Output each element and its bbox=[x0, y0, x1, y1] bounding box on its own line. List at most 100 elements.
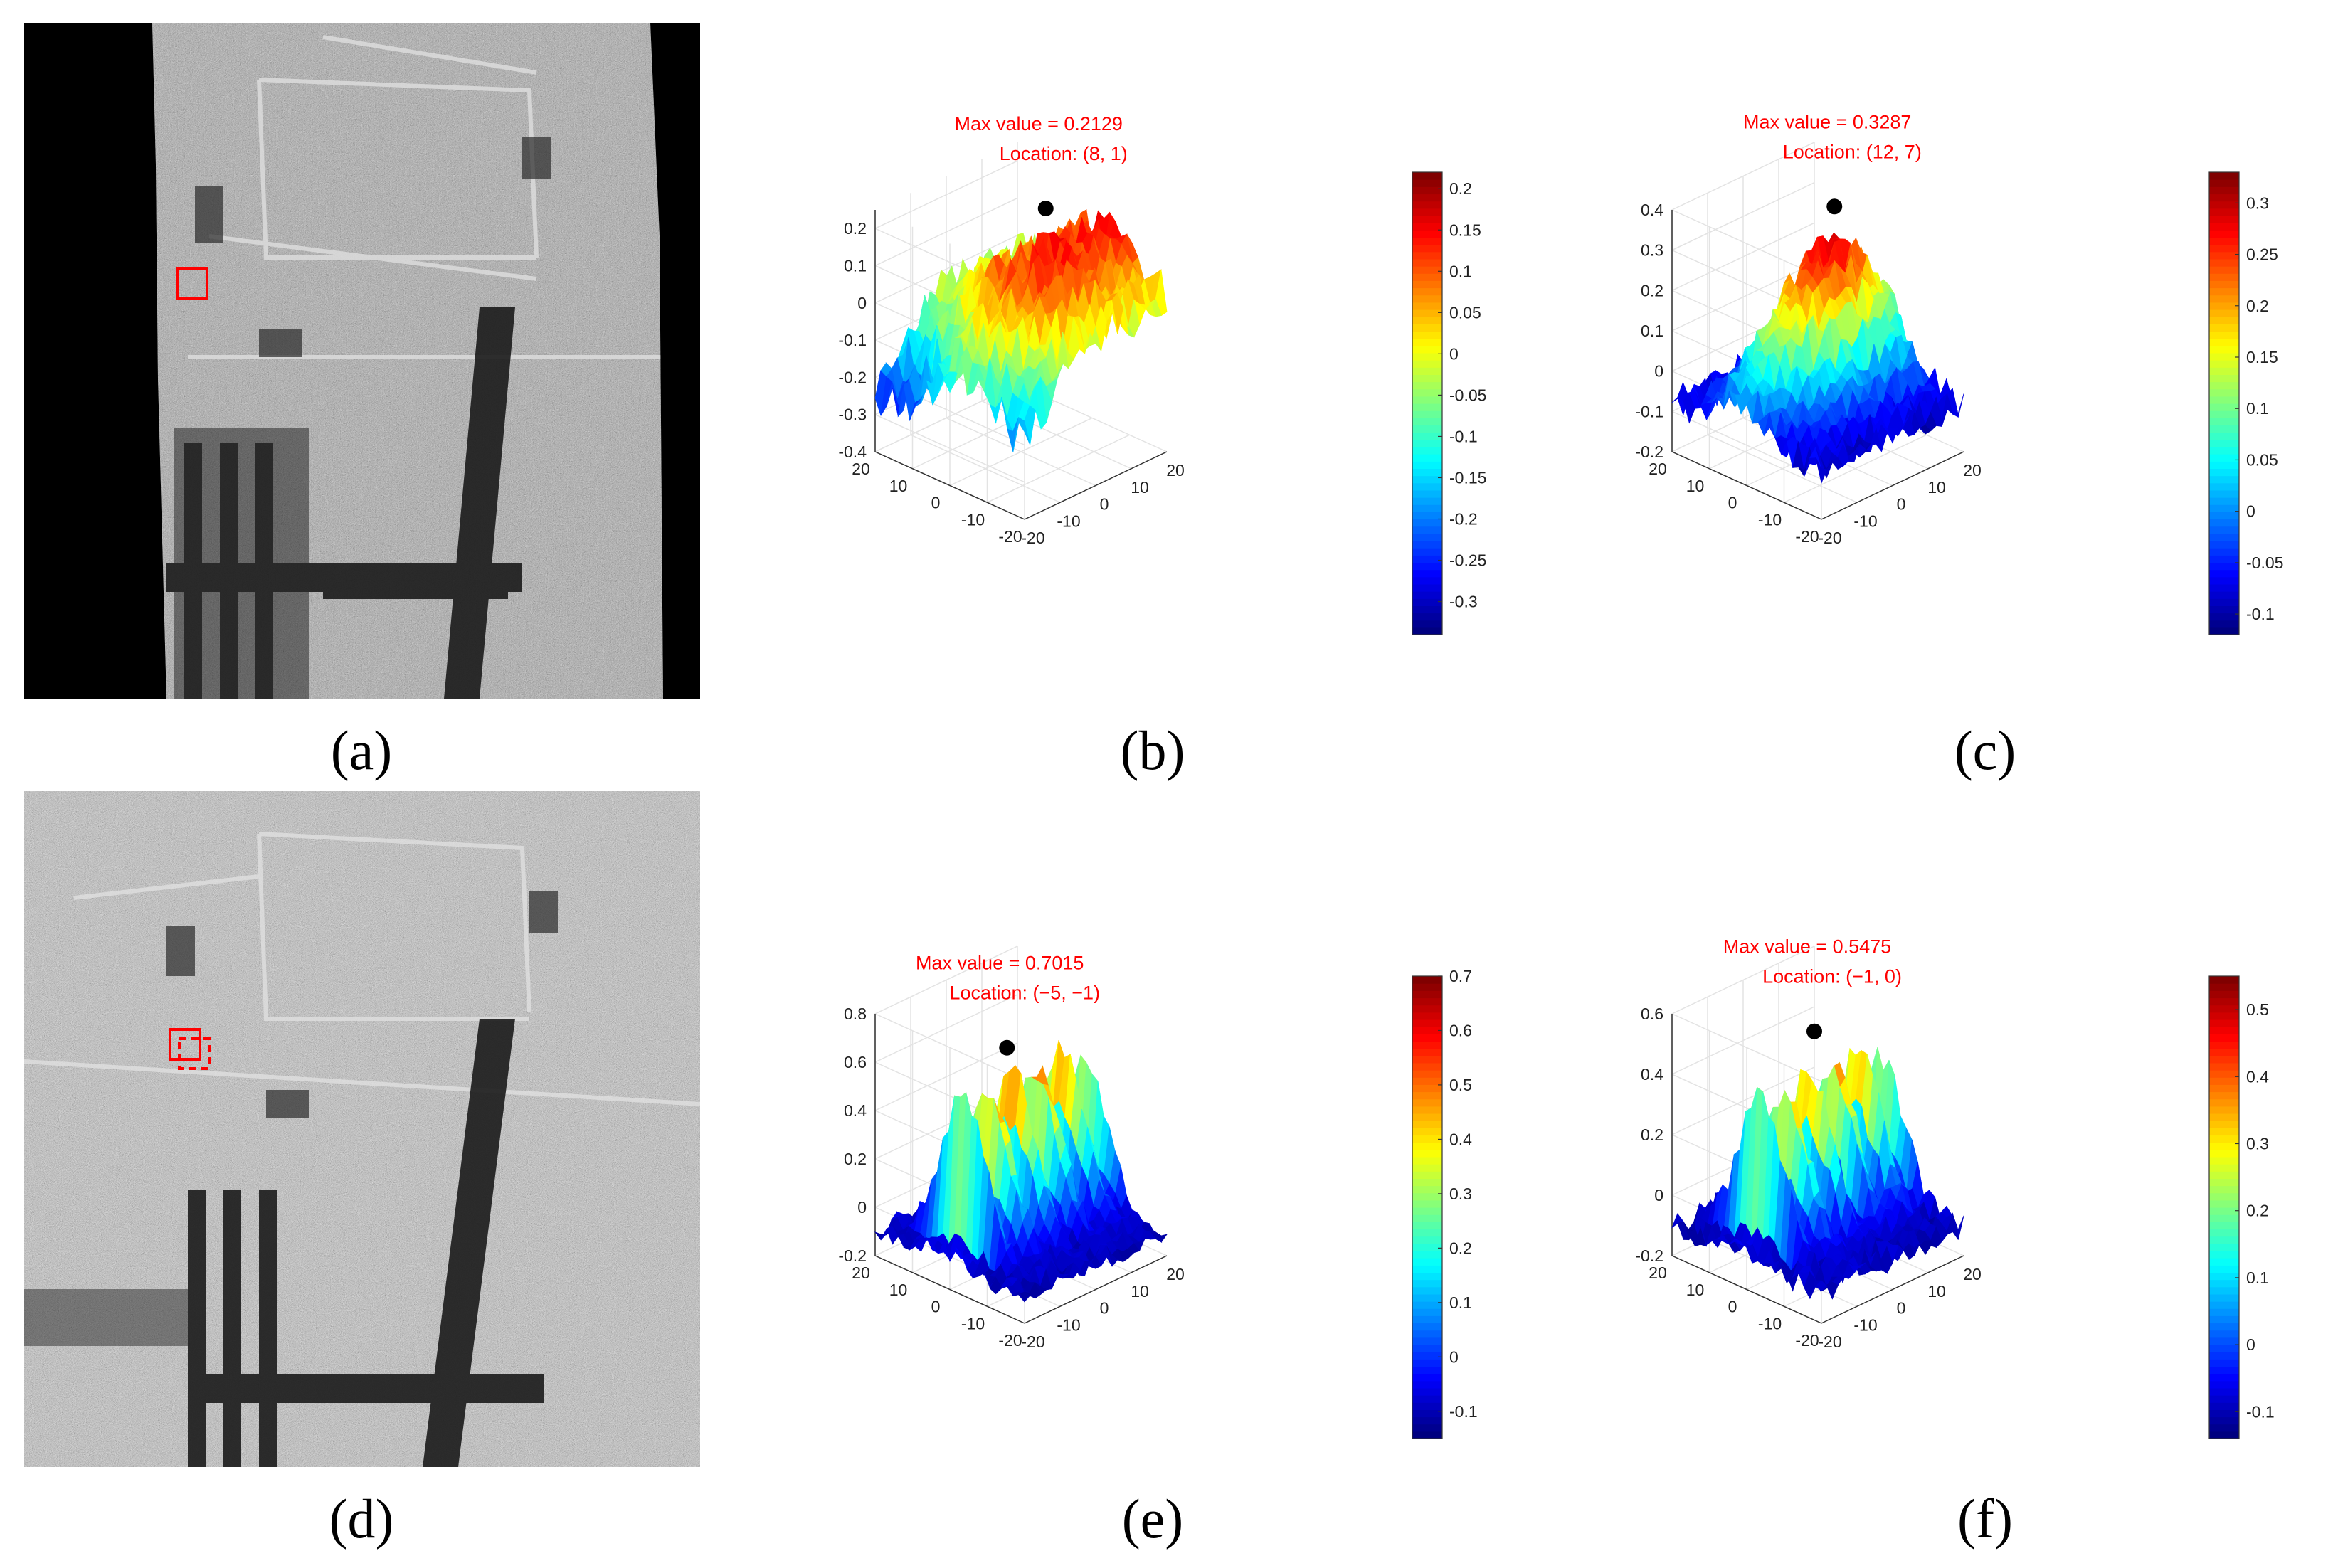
y-tick-label: -10 bbox=[961, 1314, 985, 1333]
caption-f: (f) bbox=[1957, 1488, 2013, 1550]
caption-a: (a) bbox=[330, 719, 393, 781]
y-tick-label: -20 bbox=[998, 527, 1022, 546]
target-box-dashed bbox=[169, 1028, 211, 1070]
colorbar-tick-label: 0.05 bbox=[2246, 450, 2278, 469]
axis-lines bbox=[874, 1014, 1168, 1324]
surface-plot-f: -20 -10 0 10 20 -20 -10 0 10 20 -0.2 0 0.2 0.4 0.6 Max … bbox=[1587, 932, 2275, 1473]
colorbar-tick-label: -0.25 bbox=[1449, 551, 1486, 570]
z-tick-label: 0.6 bbox=[844, 1053, 867, 1071]
colorbar-tick-label: 0.1 bbox=[2246, 1268, 2269, 1287]
y-tick-label: -20 bbox=[1795, 1331, 1819, 1350]
x-tick-label: 0 bbox=[1897, 1299, 1906, 1318]
peak-marker bbox=[1826, 198, 1843, 215]
x-tick-label: -20 bbox=[1818, 1333, 1841, 1351]
y-tick-label: -10 bbox=[1758, 1314, 1782, 1333]
colorbar-tick-label: -0.15 bbox=[1449, 468, 1486, 487]
colorbar-tick-label: 0.4 bbox=[1449, 1130, 1472, 1148]
z-tick-label: -0.2 bbox=[1635, 1246, 1663, 1265]
z-tick-label: 0.4 bbox=[1641, 201, 1663, 219]
colorbar-tick-label: 0.15 bbox=[2246, 348, 2278, 366]
y-tick-label: -10 bbox=[961, 510, 985, 529]
x-tick-label: -20 bbox=[1021, 529, 1044, 547]
colorbar-tick-label: 0.2 bbox=[1449, 179, 1472, 198]
colorbar-tick-label: 0.6 bbox=[1449, 1021, 1472, 1039]
z-tick-label: 0.2 bbox=[844, 219, 867, 238]
colorbar-tick-label: 0.5 bbox=[1449, 1076, 1472, 1094]
colorbar-tick-label: 0.1 bbox=[1449, 262, 1472, 280]
max-value-label: Max value = 0.3287 bbox=[1743, 111, 1911, 132]
x-tick-label: 0 bbox=[1100, 495, 1109, 514]
surface-mesh bbox=[874, 209, 1168, 452]
x-tick-label: 10 bbox=[1131, 1282, 1149, 1301]
axis-lines bbox=[1671, 1014, 1964, 1324]
caption-d: (d) bbox=[329, 1488, 394, 1550]
colorbar-tick-label: -0.2 bbox=[1449, 510, 1478, 529]
colorbar-tick-label: -0.05 bbox=[2246, 553, 2283, 572]
z-tick-label: 0.4 bbox=[844, 1101, 867, 1120]
colorbar-tick-label: 0.25 bbox=[2246, 245, 2278, 264]
caption-c: (c) bbox=[1954, 719, 2016, 781]
colorbar-tick-label: 0 bbox=[1449, 1347, 1459, 1366]
z-tick-label: -0.3 bbox=[838, 406, 867, 424]
x-tick-label: -10 bbox=[1853, 1315, 1877, 1334]
surface-mesh bbox=[1671, 231, 1964, 484]
colorbar-tick-label: 0.1 bbox=[2246, 399, 2269, 418]
z-tick-label: -0.2 bbox=[838, 1246, 867, 1265]
colorbar-tick-label: 0.05 bbox=[1449, 303, 1481, 322]
axis-lines bbox=[1671, 210, 1964, 520]
surface-plot-c: -20 -10 0 10 20 -20 -10 0 10 20 -0.2 -0.1 0 0.1 0.2 0.3… bbox=[1587, 111, 2283, 669]
caption-b: (b) bbox=[1120, 719, 1185, 781]
colorbar: -0.3 -0.25 -0.2 -0.15 -0.1 -0.05 0 0.05 0.1 0.15 0… bbox=[1412, 171, 1486, 635]
peak-marker bbox=[1806, 1023, 1822, 1039]
target-box bbox=[176, 267, 208, 300]
y-tick-label: -20 bbox=[1795, 527, 1819, 546]
y-tick-label: 20 bbox=[1649, 1264, 1667, 1282]
x-tick-label: 20 bbox=[1166, 1265, 1185, 1283]
z-tick-label: -0.1 bbox=[838, 331, 867, 349]
surface-mesh bbox=[1671, 1047, 1964, 1300]
colorbar-tick-label: 0.2 bbox=[2246, 297, 2269, 315]
z-tick-label: 0.2 bbox=[1641, 1125, 1663, 1144]
y-tick-label: 0 bbox=[931, 1298, 941, 1316]
y-tick-label: 10 bbox=[1686, 477, 1705, 495]
caption-e: (e) bbox=[1121, 1488, 1184, 1550]
z-tick-label: 0 bbox=[1654, 1186, 1663, 1204]
z-tick-label: 0 bbox=[857, 1198, 867, 1217]
x-tick-label: 0 bbox=[1897, 495, 1906, 514]
surface-plot-e: -20 -10 0 10 20 -20 -10 0 10 20 -0.2 0 0.2 0.4 0.6 0.8 M… bbox=[790, 932, 1478, 1473]
colorbar-tick-label: 0.2 bbox=[1449, 1239, 1472, 1257]
x-tick-label: -20 bbox=[1818, 529, 1841, 547]
colorbar-tick-label: 0.7 bbox=[1449, 967, 1472, 985]
z-tick-label: 0 bbox=[1654, 362, 1663, 381]
x-tick-label: 20 bbox=[1963, 461, 1982, 480]
y-tick-label: 0 bbox=[931, 494, 941, 512]
y-tick-label: 0 bbox=[1728, 494, 1737, 512]
colorbar-tick-label: 0.3 bbox=[1449, 1185, 1472, 1203]
peak-marker bbox=[1037, 201, 1054, 217]
colorbar-tick-label: 0.2 bbox=[2246, 1202, 2269, 1220]
colorbar-tick-label: 0 bbox=[2246, 1335, 2255, 1354]
x-tick-label: -10 bbox=[1057, 1315, 1080, 1334]
y-tick-label: 10 bbox=[1686, 1281, 1705, 1299]
colorbar-tick-label: -0.05 bbox=[1449, 386, 1486, 404]
z-tick-label: 0 bbox=[857, 294, 867, 312]
colorbar-tick-label: 0.5 bbox=[2246, 1000, 2269, 1019]
colorbar-tick-label: 0.1 bbox=[1449, 1293, 1472, 1312]
z-tick-label: -0.4 bbox=[838, 443, 867, 461]
z-tick-label: 0.1 bbox=[1641, 322, 1663, 340]
y-tick-label: -20 bbox=[998, 1331, 1022, 1350]
sar-image-d bbox=[24, 791, 700, 1467]
z-tick-label: 0.2 bbox=[844, 1150, 867, 1168]
location-label: Location: (−5, −1) bbox=[949, 982, 1100, 1004]
z-tick-label: 0.1 bbox=[844, 256, 867, 275]
z-tick-label: -0.1 bbox=[1635, 402, 1663, 420]
y-tick-label: 20 bbox=[1649, 460, 1667, 478]
y-tick-label: 20 bbox=[852, 460, 870, 478]
location-label: Location: (8, 1) bbox=[1000, 143, 1128, 164]
y-tick-label: 20 bbox=[852, 1264, 870, 1282]
colorbar: -0.1 0 0.1 0.2 0.3 0.4 0.5 bbox=[2208, 975, 2275, 1439]
colorbar-tick-label: -0.1 bbox=[2246, 605, 2275, 623]
sar-image-a bbox=[24, 23, 700, 699]
x-tick-label: -10 bbox=[1057, 512, 1080, 530]
x-tick-label: 10 bbox=[1131, 478, 1149, 497]
